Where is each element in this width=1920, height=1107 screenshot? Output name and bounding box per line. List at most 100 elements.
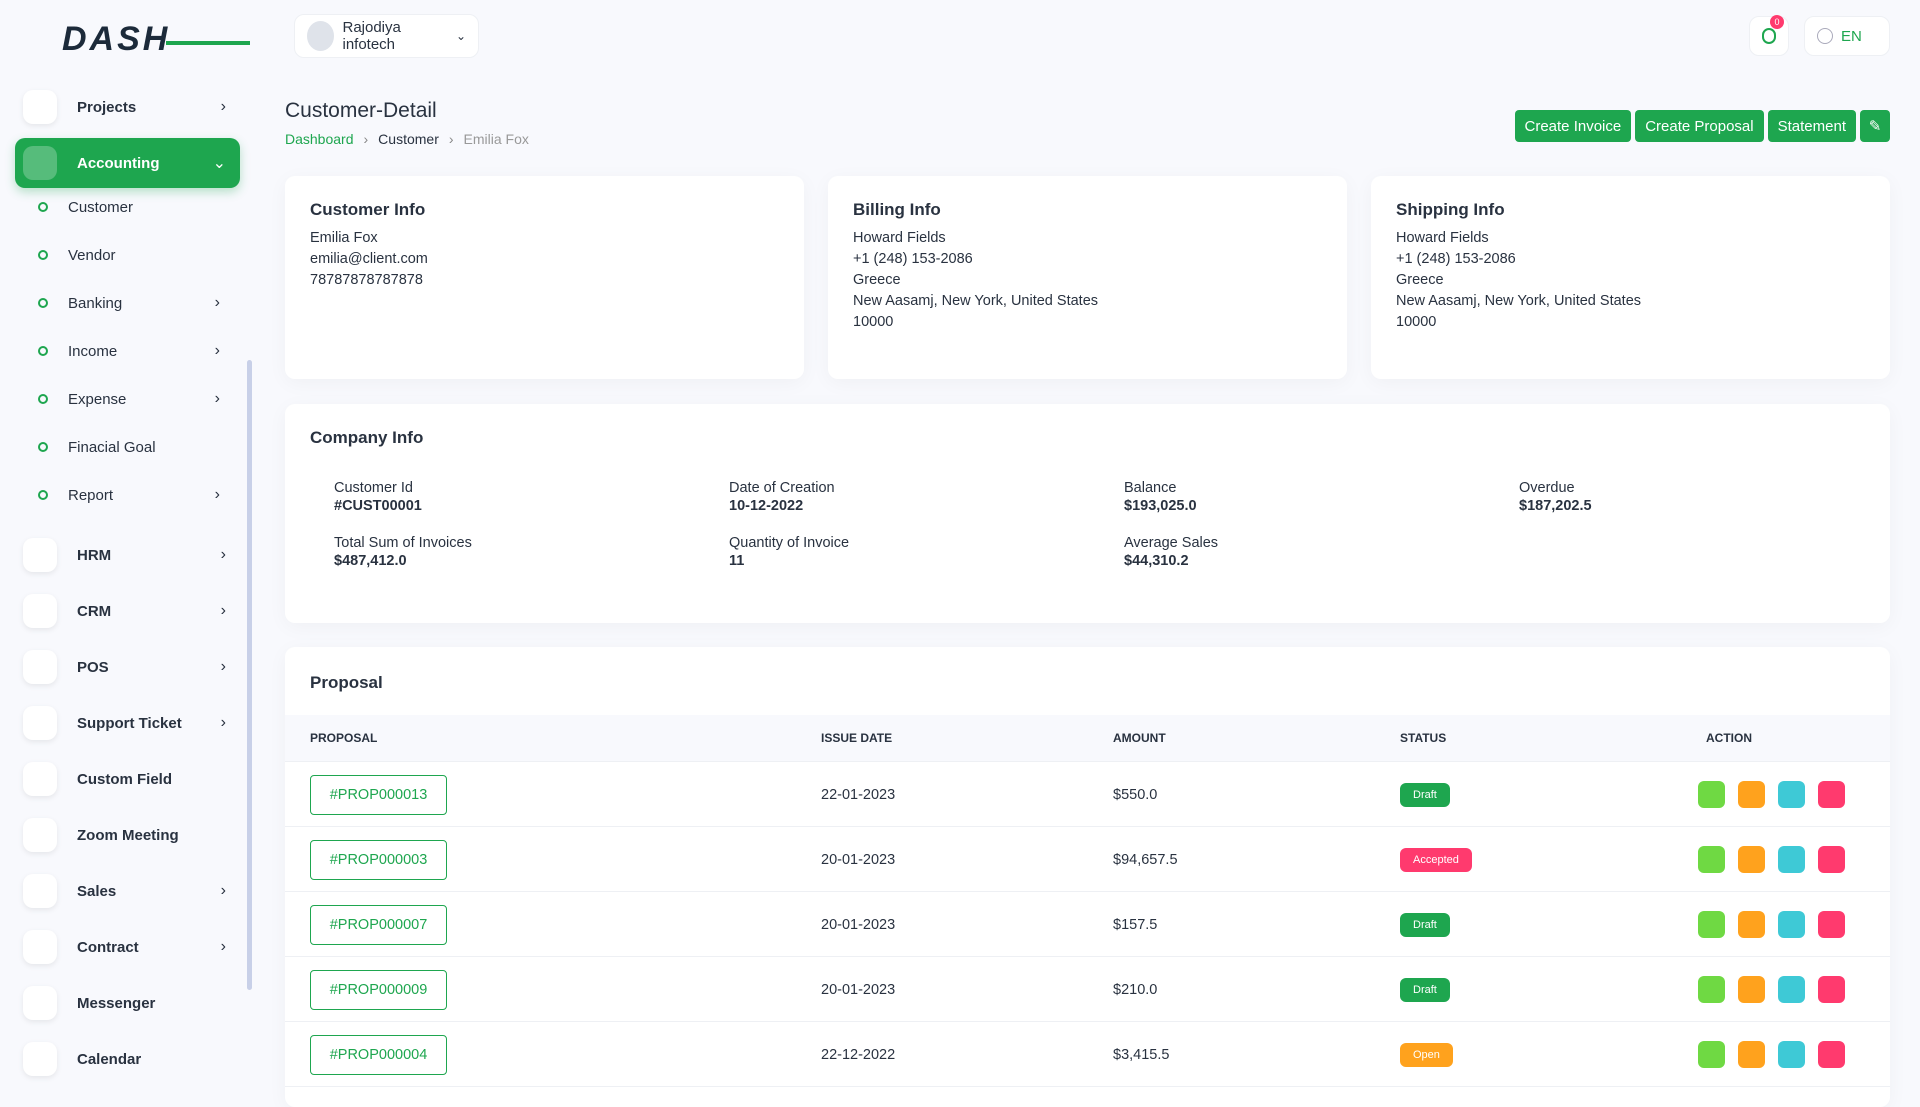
label: Customer xyxy=(68,199,133,216)
field: Overdue$187,202.5 xyxy=(1519,480,1592,514)
card-title: Shipping Info xyxy=(1396,200,1865,220)
card-title: Customer Info xyxy=(310,200,779,220)
sidebar-item[interactable]: POS› xyxy=(15,642,240,692)
card-line: Greece xyxy=(1396,270,1865,291)
card-line: Howard Fields xyxy=(1396,228,1865,249)
sidebar-subitem[interactable]: Expense› xyxy=(38,384,228,414)
row-action[interactable] xyxy=(1818,1041,1845,1068)
row-action[interactable] xyxy=(1738,976,1765,1003)
action-button[interactable]: Create Proposal xyxy=(1635,110,1763,142)
sidebar-item[interactable]: Projects› xyxy=(15,82,240,132)
cell: $94,657.5 xyxy=(1113,827,1178,892)
row-action[interactable] xyxy=(1698,846,1725,873)
row-action[interactable] xyxy=(1818,781,1845,808)
row-action[interactable] xyxy=(1738,781,1765,808)
chevron: › xyxy=(215,486,220,504)
company-card: Company InfoCustomer Id#CUST00001Date of… xyxy=(285,404,1890,623)
sidebar-item[interactable]: HRM› xyxy=(15,530,240,580)
sidebar-item[interactable]: Zoom Meeting xyxy=(15,810,240,860)
row-action[interactable] xyxy=(1778,1041,1805,1068)
scrollbar xyxy=(247,360,252,990)
card-line: New Aasamj, New York, United States xyxy=(853,291,1322,312)
icon xyxy=(23,762,57,796)
proposal-id[interactable]: #PROP000007 xyxy=(310,905,447,945)
card-line: Greece xyxy=(853,270,1322,291)
amount: $550.0 xyxy=(1113,787,1157,803)
cell: Accepted xyxy=(1400,827,1472,892)
field: Total Sum of Invoices$487,412.0 xyxy=(334,535,472,569)
language-menu[interactable]: EN xyxy=(1804,16,1890,56)
edit-button[interactable]: ✎ xyxy=(1860,110,1890,142)
field: Date of Creation10-12-2022 xyxy=(729,480,835,514)
row-action[interactable] xyxy=(1698,976,1725,1003)
proposal-id[interactable]: #PROP000009 xyxy=(310,970,447,1010)
icon xyxy=(23,930,57,964)
sidebar-item[interactable]: Accounting⌄ xyxy=(15,138,240,188)
table-row: #PROP00000720-01-2023$157.5Draft xyxy=(285,892,1890,957)
row-action[interactable] xyxy=(1698,1041,1725,1068)
sidebar-item[interactable]: Support Ticket› xyxy=(15,698,240,748)
label: Custom Field xyxy=(77,771,172,788)
sidebar-subitem[interactable]: Vendor xyxy=(38,240,228,270)
breadcrumb-item[interactable]: Dashboard xyxy=(285,131,354,147)
issue-date: 20-01-2023 xyxy=(821,917,895,933)
status-badge: Draft xyxy=(1400,913,1450,937)
chevron: › xyxy=(221,98,226,116)
cell: #PROP000007 xyxy=(310,892,447,957)
sidebar-item[interactable]: Calendar xyxy=(15,1034,240,1084)
action-button[interactable]: Statement xyxy=(1768,110,1856,142)
breadcrumb-item[interactable]: Customer xyxy=(378,131,439,147)
row-action[interactable] xyxy=(1818,911,1845,938)
row-action[interactable] xyxy=(1738,911,1765,938)
row-action[interactable] xyxy=(1778,781,1805,808)
sidebar-item[interactable]: Sales› xyxy=(15,866,240,916)
field-label: Quantity of Invoice xyxy=(729,535,849,551)
sidebar-subitem[interactable]: Customer xyxy=(38,192,228,222)
row-action[interactable] xyxy=(1698,781,1725,808)
sidebar-subitem[interactable]: Finacial Goal xyxy=(38,432,228,462)
cell: #PROP000003 xyxy=(310,827,447,892)
icon xyxy=(23,986,57,1020)
cell: 20-01-2023 xyxy=(821,827,895,892)
user-menu[interactable]: Rajodiya infotech⌄ xyxy=(294,14,479,58)
sidebar-subitem[interactable]: Income› xyxy=(38,336,228,366)
icon xyxy=(23,818,57,852)
card-line: Howard Fields xyxy=(853,228,1322,249)
label: Vendor xyxy=(68,247,116,264)
row-action[interactable] xyxy=(1738,846,1765,873)
row-action[interactable] xyxy=(1778,911,1805,938)
notifications[interactable]: 0 xyxy=(1749,16,1789,56)
cell: $3,415.5 xyxy=(1113,1022,1169,1087)
sidebar-item[interactable]: Custom Field xyxy=(15,754,240,804)
proposal-id[interactable]: #PROP000004 xyxy=(310,1035,447,1075)
separator: › xyxy=(364,131,369,147)
chevron: › xyxy=(221,714,226,732)
info-card: Shipping InfoHoward Fields+1 (248) 153-2… xyxy=(1371,176,1890,379)
sidebar-subitem[interactable]: Report› xyxy=(38,480,228,510)
card-line: emilia@client.com xyxy=(310,249,779,270)
icon xyxy=(23,706,57,740)
sidebar-item[interactable]: Messenger xyxy=(15,978,240,1028)
row-action[interactable] xyxy=(1698,911,1725,938)
row-action[interactable] xyxy=(1818,976,1845,1003)
field: Balance$193,025.0 xyxy=(1124,480,1197,514)
row-action[interactable] xyxy=(1818,846,1845,873)
action-button[interactable]: Create Invoice xyxy=(1515,110,1632,142)
row-action[interactable] xyxy=(1778,846,1805,873)
row-action[interactable] xyxy=(1778,976,1805,1003)
breadcrumb-item: Emilia Fox xyxy=(464,131,529,147)
label: Messenger xyxy=(77,995,155,1012)
sidebar-subitem[interactable]: Banking› xyxy=(38,288,228,318)
cell: 22-12-2022 xyxy=(821,1022,895,1087)
proposal-id[interactable]: #PROP000013 xyxy=(310,775,447,815)
proposal-id[interactable]: #PROP000003 xyxy=(310,840,447,880)
field-label: Date of Creation xyxy=(729,480,835,496)
sidebar-item[interactable]: Contract› xyxy=(15,922,240,972)
avatar xyxy=(307,21,334,51)
row-action[interactable] xyxy=(1738,1041,1765,1068)
label: Accounting xyxy=(77,155,160,172)
cell: $210.0 xyxy=(1113,957,1157,1022)
label: Sales xyxy=(77,883,116,900)
card-line: 78787878787878 xyxy=(310,270,779,291)
sidebar-item[interactable]: CRM› xyxy=(15,586,240,636)
